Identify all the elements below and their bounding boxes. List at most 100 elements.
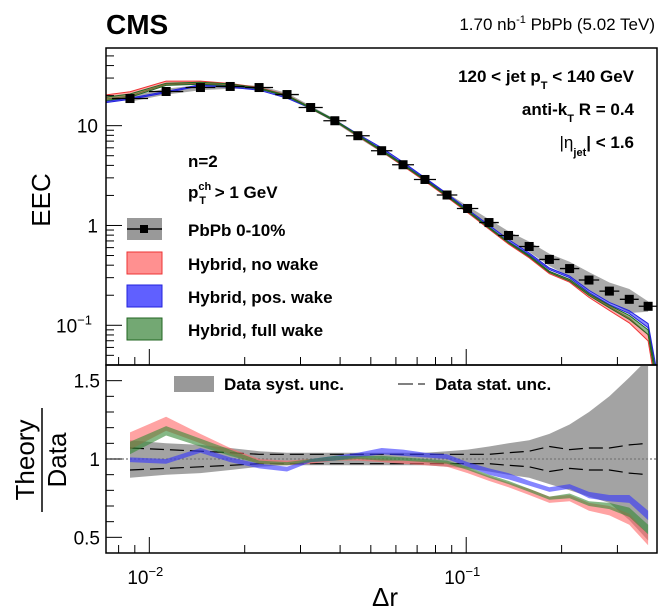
bottom-y-ticks: 1.5 1 0.5 [74, 372, 122, 549]
algo-text-b: R = 0.4 [574, 100, 635, 119]
y-tick-label-base: 10 [56, 316, 77, 337]
eta-text-a: |η [560, 133, 574, 152]
legend-label-no-wake: Hybrid, no wake [188, 255, 318, 274]
data-point-marker [463, 203, 473, 213]
model-ratio-band-pos_wake [130, 448, 649, 521]
experiment-label: CMS [106, 9, 168, 40]
data-point-marker [604, 286, 614, 296]
algo-text-a: anti-k [522, 100, 568, 119]
legend-label-syst: Data syst. unc. [224, 375, 344, 394]
x-tick-label: 10−2 [127, 564, 163, 589]
x-tick-label-exponent: −2 [148, 564, 163, 579]
legend-swatch-syst [174, 376, 214, 392]
legend-entry-pos-wake: Hybrid, pos. wake [126, 284, 333, 308]
data-point-marker [306, 103, 316, 113]
top-panel [106, 80, 657, 365]
legend-label-pos-wake: Hybrid, pos. wake [188, 288, 333, 307]
legend-label-data: PbPb 0-10% [188, 221, 285, 240]
legend-swatch-full-wake [126, 317, 163, 341]
data-point-marker [544, 254, 554, 264]
top-legend: PbPb 0-10% Hybrid, no wake Hybrid, pos. … [126, 218, 333, 341]
bottom-legend: Data syst. unc. Data stat. unc. [174, 375, 551, 394]
jetpt-text-b: < 140 GeV [548, 67, 635, 86]
top-bands [106, 80, 657, 365]
bottom-bands [106, 365, 657, 546]
ratio-label-denominator: Data [42, 432, 72, 487]
data-point-marker [195, 83, 205, 93]
data-point-marker [624, 294, 634, 304]
data-point-marker [565, 264, 575, 274]
track-pt-annotation: pch T > 1 GeV [188, 181, 278, 207]
jet-eta-annotation: |ηjet| < 1.6 [560, 133, 634, 159]
data-point-marker [643, 301, 653, 311]
lumi-prefix: 1.70 nb [459, 15, 516, 34]
y-tick-label-top: 10−1 [56, 312, 92, 337]
stat-unc-lower-line [129, 463, 649, 476]
y-tick-label-base: 1 [87, 216, 98, 237]
stat-unc-upper-line [129, 442, 649, 455]
y-tick-label-top: 1 [87, 216, 98, 237]
data-point-marker [225, 81, 235, 91]
data-syst-band-top [130, 84, 649, 314]
y-tick-label-bottom: 1.5 [74, 372, 100, 393]
x-tick-label-exponent: −1 [465, 564, 480, 579]
data-point-marker [442, 190, 452, 200]
legend-entry-full-wake: Hybrid, full wake [126, 317, 323, 341]
eta-subscript: jet [572, 147, 586, 159]
legend-entry-data: PbPb 0-10% [127, 218, 285, 240]
top-x-ticks [118, 349, 658, 365]
x-axis-label: Δr [372, 582, 398, 609]
data-point-marker [282, 90, 292, 100]
data-point-marker [353, 131, 363, 141]
model-band-top-pos_wake [106, 84, 657, 365]
top-data-points [111, 81, 657, 311]
top-panel-frame [105, 47, 658, 366]
eta-text-b: | < 1.6 [586, 133, 634, 152]
data-point-marker [420, 174, 430, 184]
data-point-marker [584, 275, 594, 285]
y-tick-label-base: 10 [77, 117, 98, 138]
lumi-suffix: PbPb (5.02 TeV) [526, 15, 655, 34]
lumi-exponent: -1 [516, 14, 526, 26]
data-point-marker [125, 94, 135, 104]
data-point-marker [330, 116, 340, 126]
y-axis-label-eec: EEC [26, 173, 56, 226]
model-ratio-band-no_wake [130, 416, 649, 546]
data-point-marker [398, 160, 408, 170]
ptch-superscript: ch [198, 181, 211, 193]
n-annotation: n=2 [188, 152, 218, 171]
data-point-marker [484, 218, 494, 228]
model-band-top-full_wake [106, 81, 656, 365]
data-point-marker [161, 86, 171, 96]
y-tick-label-bottom: 0.5 [74, 528, 100, 549]
y-tick-label-bottom: 1 [89, 450, 100, 471]
jetpt-subscript: T [541, 80, 548, 92]
x-tick-label: 10−1 [444, 564, 480, 589]
ptch-text-a: p [188, 183, 198, 202]
y-axis-label-ratio: Theory Data [10, 408, 72, 512]
legend-swatch-no-wake [126, 251, 163, 275]
x-tick-label-base: 10 [444, 568, 465, 589]
ptch-text-b: > 1 GeV [210, 183, 278, 202]
algo-subscript: T [567, 113, 574, 125]
ratio-label-numerator: Theory [10, 420, 40, 501]
legend-label-stat: Data stat. unc. [435, 375, 551, 394]
bottom-panel [106, 365, 657, 546]
data-point-marker [524, 241, 534, 251]
ptch-subscript: T [199, 195, 206, 207]
legend-swatch-pos-wake [126, 284, 163, 308]
data-point-marker [254, 83, 264, 93]
jetpt-text-a: 120 < jet p [458, 67, 541, 86]
jet-algo-annotation: anti-kT R = 0.4 [522, 100, 635, 125]
y-tick-label-exponent: −1 [77, 312, 92, 327]
y-tick-label-top: 10 [77, 117, 98, 138]
model-ratio-band-full_wake [130, 426, 649, 535]
luminosity-label: 1.70 nb-1 PbPb (5.02 TeV) [459, 14, 655, 34]
x-tick-label-base: 10 [127, 568, 148, 589]
bottom-x-ticks: 10−2 10−1 [118, 537, 658, 589]
data-point-marker [377, 146, 387, 156]
data-point-marker [504, 230, 514, 240]
legend-label-full-wake: Hybrid, full wake [188, 321, 323, 340]
